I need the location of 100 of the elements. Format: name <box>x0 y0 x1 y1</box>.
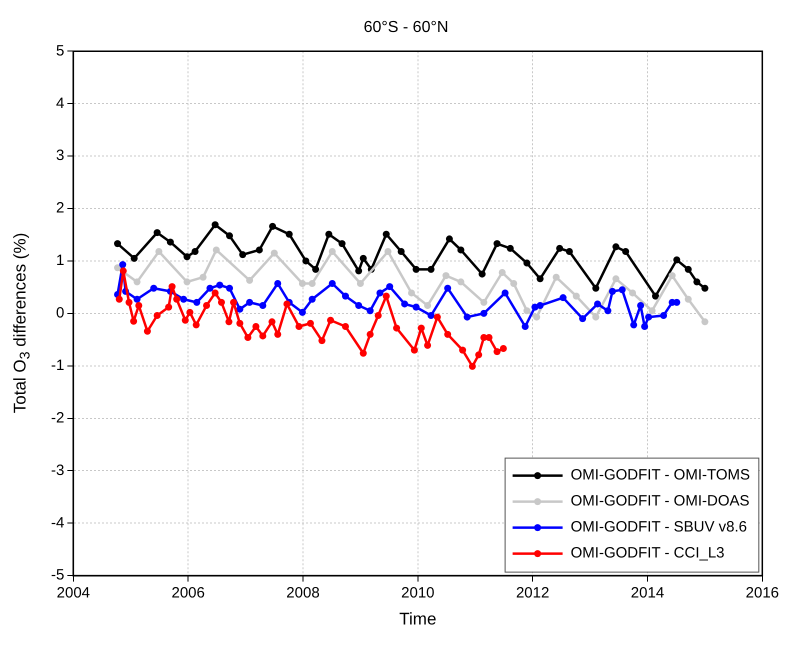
point <box>328 248 336 256</box>
point <box>384 248 392 256</box>
point <box>308 296 316 303</box>
point <box>355 267 362 274</box>
point <box>434 314 441 321</box>
point <box>552 274 560 281</box>
point <box>212 246 220 254</box>
point <box>480 310 488 317</box>
point <box>212 221 219 228</box>
point <box>382 230 390 238</box>
point <box>536 275 544 282</box>
point <box>494 348 501 356</box>
point <box>154 229 161 236</box>
point <box>424 302 432 310</box>
chart-title: 60°S - 60°N <box>364 19 448 36</box>
legend-label: OMI-GODFIT - CCI_L3 <box>570 544 725 562</box>
point <box>360 350 367 357</box>
point <box>374 312 382 319</box>
point <box>701 284 708 292</box>
point <box>274 330 282 338</box>
point <box>212 289 219 296</box>
point <box>120 267 127 274</box>
y-tick-label: -5 <box>50 566 64 584</box>
y-tick-label: -1 <box>50 356 64 374</box>
point <box>216 282 224 289</box>
point <box>173 296 180 303</box>
point <box>130 254 138 262</box>
x-tick-label: 2008 <box>286 584 320 602</box>
point <box>165 304 172 311</box>
point <box>410 346 418 354</box>
point <box>645 314 652 321</box>
point <box>604 307 612 314</box>
point <box>412 266 420 273</box>
point <box>259 302 266 310</box>
point <box>612 275 620 282</box>
point <box>478 270 486 278</box>
point <box>134 296 141 303</box>
x-tick-label: 2012 <box>516 584 550 602</box>
point <box>428 312 435 319</box>
point <box>246 298 254 306</box>
point <box>523 307 530 314</box>
point <box>259 332 266 340</box>
y-tick-label: 3 <box>56 147 64 164</box>
point <box>408 289 416 296</box>
point <box>612 243 620 250</box>
point <box>424 342 432 349</box>
y-tick-label: 0 <box>56 304 64 322</box>
point <box>579 315 586 322</box>
point <box>206 284 214 292</box>
point <box>459 346 466 354</box>
point <box>155 248 162 256</box>
point <box>412 304 420 311</box>
point <box>182 316 189 324</box>
point <box>502 289 509 296</box>
point <box>592 314 600 321</box>
point <box>144 328 151 335</box>
point <box>270 250 278 257</box>
point <box>166 238 174 246</box>
point <box>522 323 529 330</box>
x-tick-label: 2004 <box>56 584 90 602</box>
point <box>193 298 200 306</box>
point <box>360 254 367 262</box>
point <box>393 324 400 332</box>
point <box>239 251 246 258</box>
point <box>269 222 276 230</box>
point <box>236 306 244 313</box>
y-tick-label: -3 <box>50 462 64 479</box>
y-tick-label: 2 <box>56 200 64 217</box>
point <box>701 318 708 326</box>
point <box>135 302 142 310</box>
point <box>306 320 314 327</box>
point <box>186 308 194 316</box>
y-tick-label: -4 <box>50 514 64 532</box>
point <box>523 260 530 267</box>
point <box>366 330 374 338</box>
point <box>356 280 364 288</box>
point <box>648 307 656 314</box>
point <box>637 302 644 310</box>
point <box>218 298 225 306</box>
point <box>480 298 488 306</box>
point <box>119 261 126 268</box>
point <box>203 302 210 310</box>
point <box>114 264 122 272</box>
point <box>200 274 207 281</box>
point <box>618 286 626 294</box>
point <box>693 278 700 286</box>
point <box>533 314 540 321</box>
point <box>556 244 564 252</box>
point <box>444 330 452 338</box>
point <box>327 316 334 324</box>
point <box>494 240 501 248</box>
point <box>673 256 680 264</box>
x-axis-title: Time <box>399 609 436 628</box>
point <box>312 266 320 273</box>
y-tick-label: 4 <box>56 94 64 112</box>
point <box>668 272 676 280</box>
point <box>286 230 293 238</box>
point <box>256 246 263 254</box>
point <box>180 296 188 303</box>
y-tick-label: -2 <box>50 409 64 426</box>
